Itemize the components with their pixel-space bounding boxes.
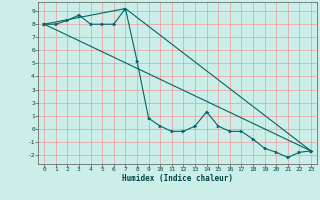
X-axis label: Humidex (Indice chaleur): Humidex (Indice chaleur) — [122, 174, 233, 183]
